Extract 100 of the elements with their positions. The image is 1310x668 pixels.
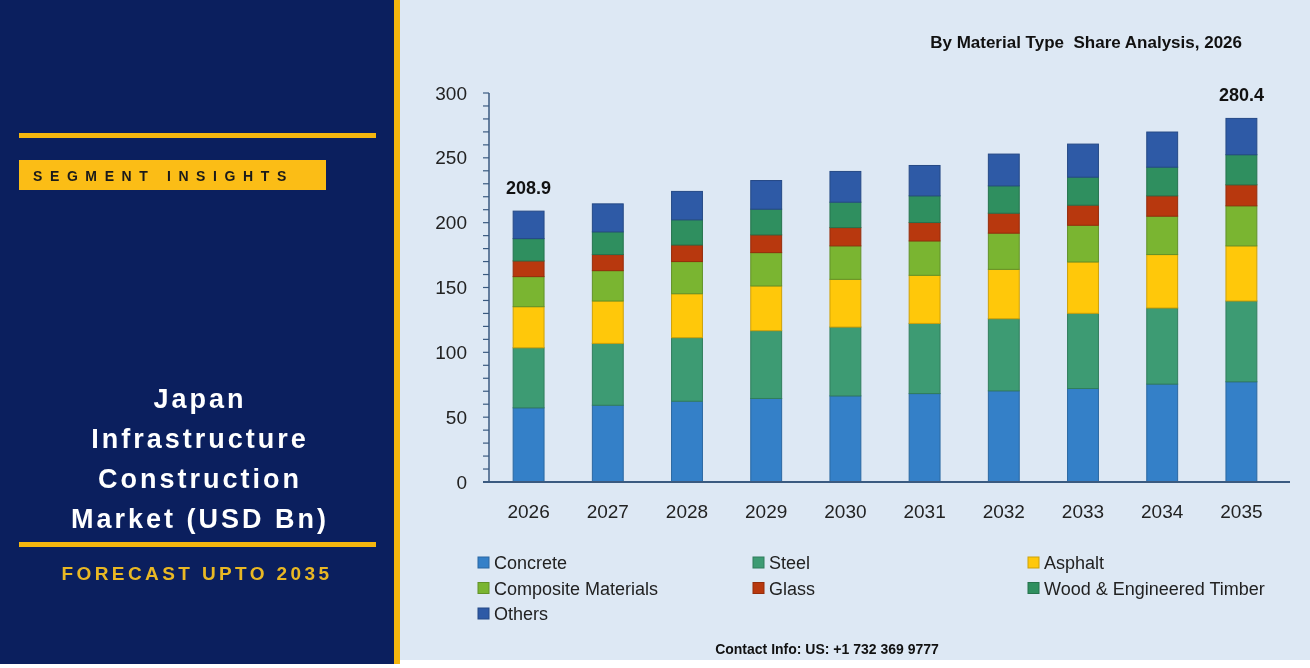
y-tick-label: 250 <box>435 147 467 169</box>
bar <box>591 342 624 406</box>
x-tick-label: 2032 <box>982 501 1025 522</box>
x-tick-label: 2028 <box>665 501 709 522</box>
bar <box>750 252 783 287</box>
x-tick-label: 2026 <box>507 501 550 522</box>
bar <box>750 208 783 236</box>
bar <box>987 153 1020 187</box>
bar <box>591 404 624 483</box>
bar <box>1146 131 1179 168</box>
bar <box>829 395 862 483</box>
bar <box>671 337 703 402</box>
bar <box>1225 117 1258 156</box>
bar <box>987 390 1020 483</box>
bar <box>829 227 862 247</box>
bar <box>908 222 941 242</box>
legend-label: Steel <box>769 553 811 574</box>
bar <box>1067 204 1099 226</box>
total-label: 208.9 <box>506 178 552 199</box>
bar <box>671 190 703 221</box>
chart-subtitle: By Material Type Share Analysis, 2026 <box>930 33 1242 52</box>
y-tick-label: 300 <box>435 82 467 104</box>
bar <box>671 261 703 295</box>
bar <box>829 245 862 280</box>
bar <box>908 195 941 224</box>
text: Contact Info: US: +1 732 369 9777 <box>715 641 940 657</box>
bar <box>987 232 1020 270</box>
bar <box>1067 388 1099 483</box>
y-tick-label: 200 <box>435 212 467 234</box>
bar <box>1067 143 1099 178</box>
bar <box>908 164 941 197</box>
bar <box>750 180 783 210</box>
bar <box>829 326 862 397</box>
x-tick-label: 2029 <box>745 501 788 522</box>
bar <box>1225 205 1258 247</box>
bar <box>987 318 1020 392</box>
bar <box>829 170 862 203</box>
text: Japan Infrastructure Construction Market (USD Bn) <box>70 384 330 534</box>
x-tick-label: 2034 <box>1141 501 1184 522</box>
bar <box>512 347 545 409</box>
bar <box>591 270 624 302</box>
bar <box>671 219 703 246</box>
bar <box>591 254 624 272</box>
x-tick-label: 2027 <box>586 501 629 522</box>
bar <box>987 268 1020 320</box>
bar <box>512 407 545 483</box>
bar <box>1146 307 1179 385</box>
bar <box>829 201 862 229</box>
bar <box>1067 176 1099 206</box>
bar <box>908 274 941 324</box>
bar <box>750 285 783 332</box>
bar <box>512 306 545 349</box>
bar <box>1146 383 1179 483</box>
x-tick-label: 2031 <box>903 501 946 522</box>
bar <box>1225 381 1258 483</box>
bar <box>750 398 783 483</box>
legend-label: Composite Materials <box>494 578 659 599</box>
legend-label: Glass <box>769 578 816 599</box>
x-tick-label: 2035 <box>1220 501 1263 522</box>
bar <box>512 210 545 240</box>
total-label: 280.4 <box>1218 85 1264 106</box>
bar <box>750 330 783 399</box>
bar <box>671 293 703 339</box>
bar <box>1067 312 1099 390</box>
x-tick-label: 2030 <box>824 501 867 522</box>
text: FORECAST UPTO 2035 <box>61 563 333 584</box>
bar <box>1146 254 1179 309</box>
bar <box>591 203 624 233</box>
legend-label: Wood & Engineered Timber <box>1044 578 1265 599</box>
bar <box>1067 261 1099 314</box>
bar <box>1225 154 1258 186</box>
bar <box>1146 166 1179 197</box>
x-tick-label: 2033 <box>1061 501 1105 522</box>
bar <box>908 393 941 483</box>
bar <box>1146 215 1179 256</box>
legend-label: Concrete <box>494 553 568 574</box>
bar <box>591 231 624 256</box>
bar <box>1225 300 1258 383</box>
bar <box>1067 224 1099 263</box>
bar <box>908 322 941 395</box>
bar <box>1225 184 1258 207</box>
bar <box>512 276 545 308</box>
y-tick-label: 100 <box>435 341 467 363</box>
y-tick-label: 50 <box>445 406 467 428</box>
bar <box>512 260 545 278</box>
y-tick-label: 0 <box>456 471 467 493</box>
bar <box>671 244 703 263</box>
bar <box>987 212 1020 234</box>
bar <box>671 400 703 483</box>
bar <box>591 300 624 344</box>
legend-label: Others <box>494 604 549 625</box>
text: SEGMENT INSIGHTS <box>33 168 294 184</box>
bar <box>1225 245 1258 302</box>
bar <box>750 234 783 254</box>
bar <box>512 238 545 262</box>
bar <box>829 278 862 328</box>
bar <box>1146 195 1179 217</box>
legend-label: Asphalt <box>1044 553 1105 574</box>
bar <box>987 185 1020 214</box>
bar <box>908 240 941 276</box>
